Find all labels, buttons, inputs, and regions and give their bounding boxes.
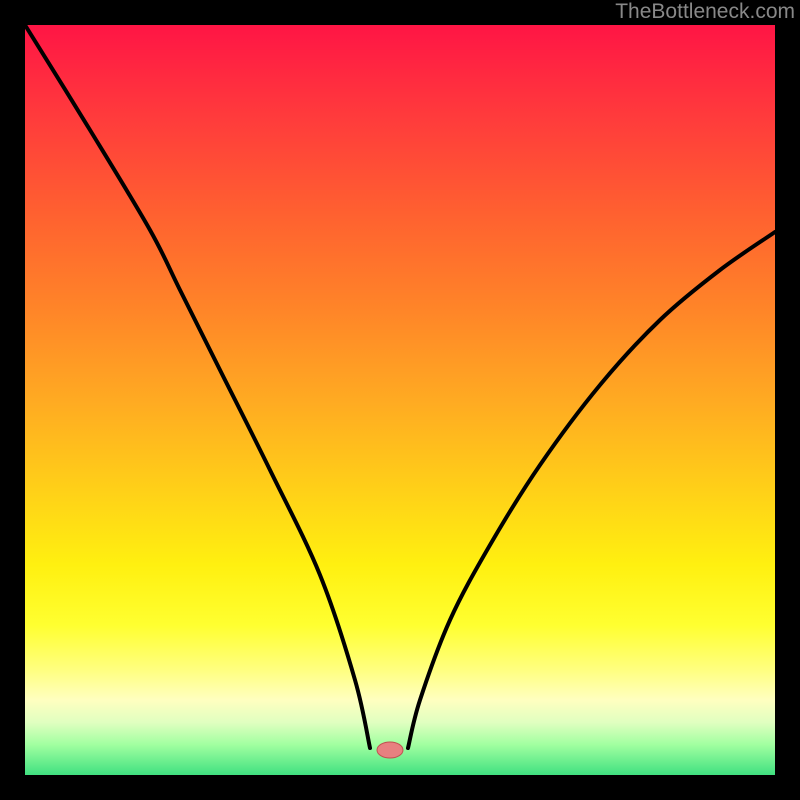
attribution-text: TheBottleneck.com [615, 0, 795, 24]
bottleneck-chart [0, 0, 800, 800]
plot-background [25, 25, 775, 775]
valley-marker [377, 742, 403, 758]
chart-container: TheBottleneck.com [0, 0, 800, 800]
